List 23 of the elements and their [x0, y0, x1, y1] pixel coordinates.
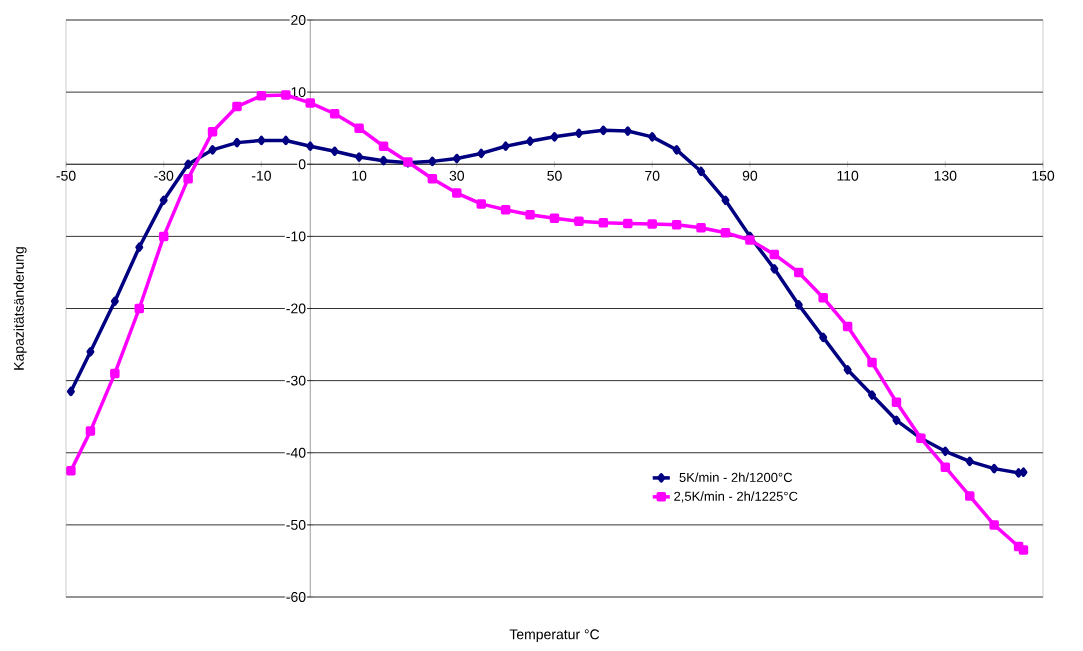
legend-label: 2,5K/min - 2h/1225°C — [674, 491, 798, 503]
y-tick-label: -30 — [286, 375, 306, 386]
y-tick-label: -20 — [286, 303, 306, 314]
y-tick-label: -40 — [286, 447, 306, 458]
y-axis-title: Kapazitätsänderung — [13, 247, 27, 370]
x-tick-label: 110 — [837, 170, 859, 181]
x-tick-label: 50 — [547, 170, 562, 181]
x-tick-label: -50 — [56, 170, 76, 181]
legend-label: 5K/min - 2h/1200°C — [679, 472, 793, 482]
y-tick-label: 20 — [291, 15, 306, 25]
x-tick-label: 10 — [352, 170, 367, 181]
y-tick-label: -10 — [286, 231, 306, 242]
x-tick-label: 90 — [742, 170, 758, 181]
y-tick-label: 0 — [298, 159, 306, 170]
x-tick-label: 150 — [1032, 170, 1055, 181]
y-tick-label: -60 — [286, 592, 306, 602]
x-tick-label: -30 — [154, 170, 174, 181]
y-tick-label: -50 — [286, 519, 306, 530]
x-tick-label: 130 — [934, 170, 957, 181]
x-tick-label: -10 — [251, 170, 271, 181]
x-tick-label: 30 — [449, 170, 465, 181]
x-axis-title: Temperatur °C — [509, 629, 600, 643]
x-tick-label: 70 — [645, 170, 660, 181]
